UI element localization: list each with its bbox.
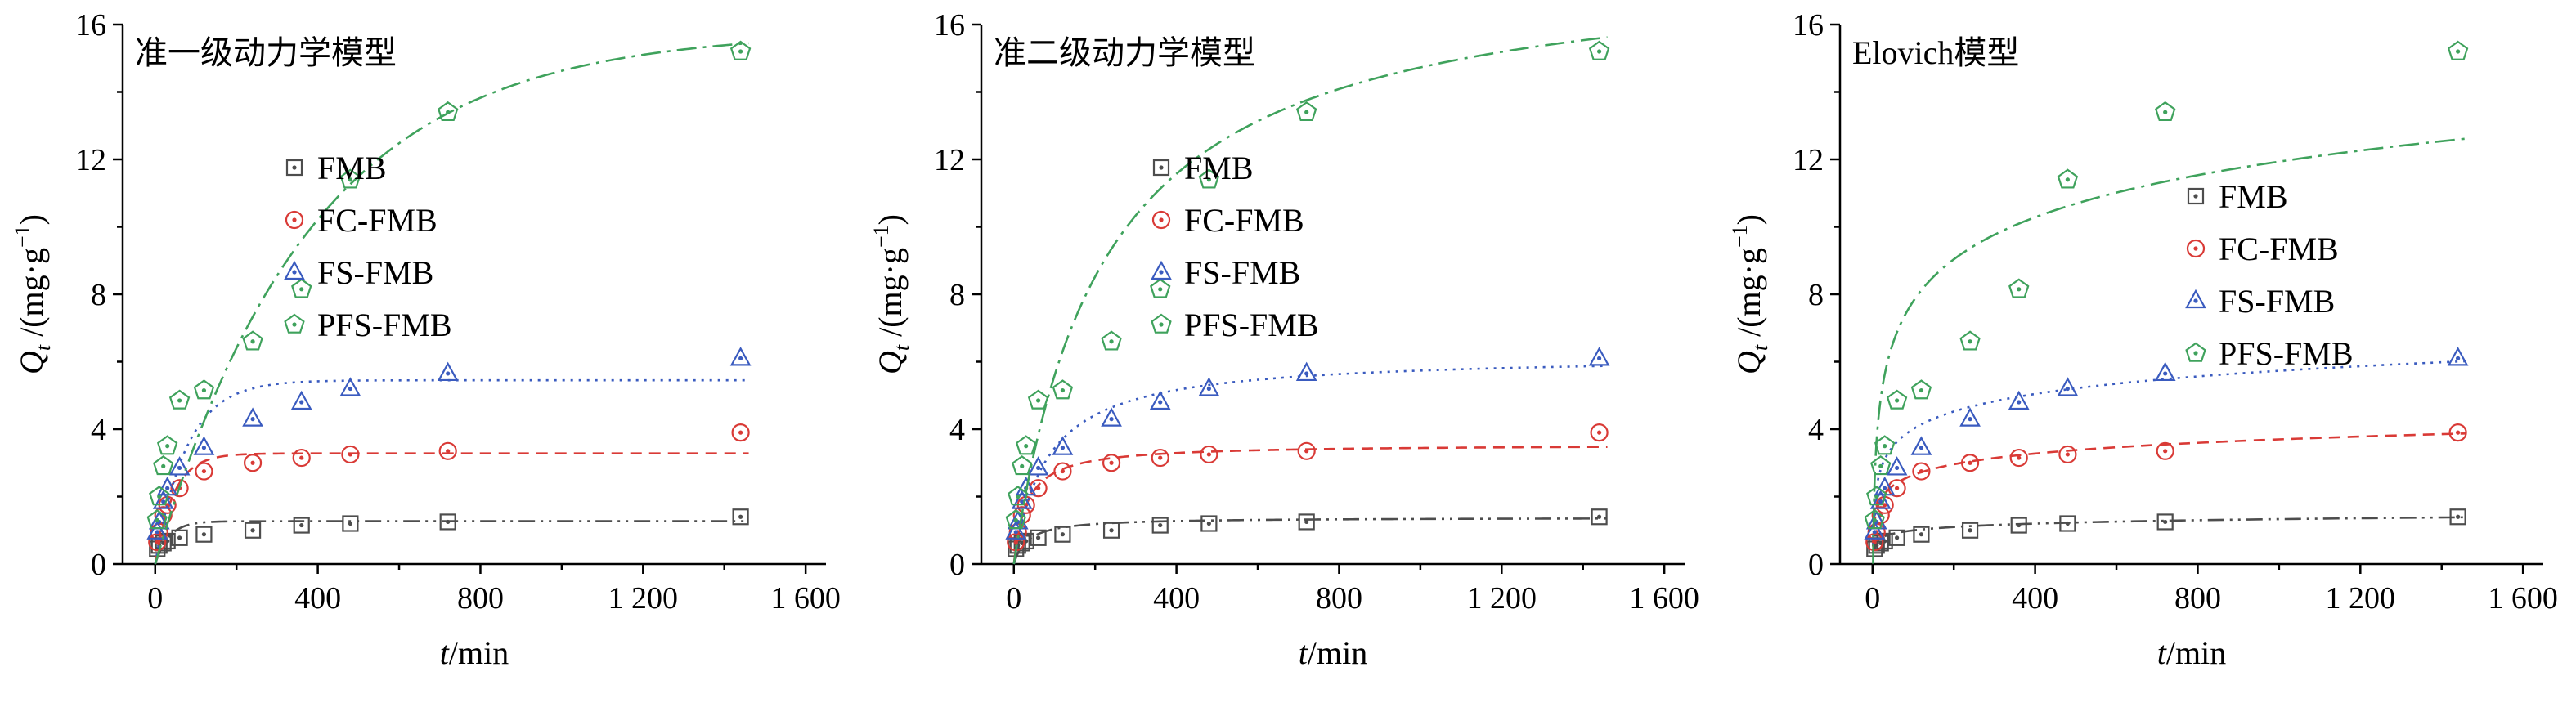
data-points-fs-fmb <box>146 347 752 540</box>
svg-text:0: 0 <box>1865 581 1880 616</box>
legend-label-fmb: FMB <box>1184 150 1254 186</box>
fit-curve-fmb <box>154 520 749 565</box>
legend: FMB FC-FMB FS-FMB PFS-FMB <box>1151 150 1319 343</box>
svg-text:0: 0 <box>147 581 163 616</box>
svg-text:1 600: 1 600 <box>1629 581 1699 616</box>
svg-text:1 600: 1 600 <box>2488 581 2558 616</box>
svg-text:1 200: 1 200 <box>2326 581 2396 616</box>
fit-curve-pfs-fmb <box>1012 36 1608 565</box>
chart-pseudo-first-order-panel: 准一级动力学模型 0 400 800 1 200 1 600 0 4 8 12 16 t/min Qt… <box>0 0 859 699</box>
x-tick-labels: 0 400 800 1 200 1 600 <box>147 581 841 616</box>
axes <box>972 23 1685 574</box>
svg-text:0: 0 <box>949 548 965 582</box>
svg-text:0: 0 <box>1006 581 1021 616</box>
legend: FMB FC-FMB FS-FMB PFS-FMB <box>2185 178 2354 372</box>
legend-label-fs-fmb: FS-FMB <box>2219 283 2335 320</box>
svg-text:400: 400 <box>2012 581 2058 616</box>
svg-text:0: 0 <box>91 548 106 582</box>
fit-curve-fs-fmb <box>154 378 749 565</box>
y-tick-labels: 0 4 8 12 16 <box>1793 8 1824 582</box>
svg-text:4: 4 <box>91 413 106 447</box>
y-tick-labels: 0 4 8 12 16 <box>934 8 965 582</box>
chart-title: 准二级动力学模型 <box>994 34 1255 71</box>
svg-text:1 200: 1 200 <box>608 581 679 616</box>
data-points-pfs-fmb <box>1864 40 2469 530</box>
fit-curve-fs-fmb <box>1871 360 2466 546</box>
svg-text:800: 800 <box>2174 581 2221 616</box>
chart-pseudo-second-order-panel: 准二级动力学模型 0 400 800 1 200 1 600 0 4 8 12 16 t/min Qt… <box>859 0 1717 699</box>
chart-elovich-panel: Elovich模型 0 400 800 1 200 1 600 0 4 8 12 16 t/min Q… <box>1717 0 2576 699</box>
svg-text:4: 4 <box>949 413 965 447</box>
svg-text:400: 400 <box>294 581 341 616</box>
legend-label-fs-fmb: FS-FMB <box>1184 254 1300 291</box>
svg-text:12: 12 <box>1793 143 1824 177</box>
data-points-fmb <box>149 508 749 557</box>
legend-label-pfs-fmb: PFS-FMB <box>2219 335 2354 372</box>
svg-text:800: 800 <box>1316 581 1362 616</box>
x-tick-labels: 0 400 800 1 200 1 600 <box>1006 581 1699 616</box>
x-tick-labels: 0 400 800 1 200 1 600 <box>1865 581 2558 616</box>
data-points-fmb <box>1008 508 1608 557</box>
axes <box>1830 23 2543 574</box>
legend-label-fmb: FMB <box>317 150 387 186</box>
x-axis-label: t/min <box>440 634 509 671</box>
fit-curve-fmb <box>1012 517 1608 565</box>
fit-curve-fc-fmb <box>1012 446 1608 565</box>
svg-text:12: 12 <box>75 143 106 177</box>
legend-label-fc-fmb: FC-FMB <box>1184 202 1304 239</box>
data-points-pfs-fmb <box>1005 40 1610 530</box>
data-points-fc-fmb <box>1007 423 1609 552</box>
svg-text:16: 16 <box>75 8 106 43</box>
fit-curve-fs-fmb <box>1012 365 1608 565</box>
x-axis-label: t/min <box>1299 634 1367 671</box>
data-points-fc-fmb <box>1865 423 2467 552</box>
y-axis-label: Qt /(mg·g−1) <box>11 214 55 374</box>
y-axis-label: Qt /(mg·g−1) <box>1728 214 1772 374</box>
axes <box>113 23 826 574</box>
svg-text:8: 8 <box>91 278 106 312</box>
chart-title: 准一级动力学模型 <box>135 34 397 71</box>
data-points-pfs-fmb <box>146 40 752 530</box>
legend-label-fc-fmb: FC-FMB <box>317 202 438 239</box>
chart-pseudo-second-order: 准二级动力学模型 0 400 800 1 200 1 600 0 4 8 12 16 t/min Qt… <box>869 8 1699 671</box>
svg-text:400: 400 <box>1153 581 1200 616</box>
chart-pseudo-first-order: 准一级动力学模型 0 400 800 1 200 1 600 0 4 8 12 16 t/min Qt… <box>11 8 841 671</box>
legend-label-pfs-fmb: PFS-FMB <box>1184 307 1319 343</box>
svg-text:0: 0 <box>1808 548 1824 582</box>
svg-text:16: 16 <box>1793 8 1824 43</box>
data-points-fmb <box>1866 508 2466 557</box>
svg-text:16: 16 <box>934 8 965 43</box>
fit-curve-pfs-fmb <box>1872 137 2466 564</box>
svg-text:800: 800 <box>457 581 504 616</box>
y-tick-labels: 0 4 8 12 16 <box>75 8 106 582</box>
legend-label-fs-fmb: FS-FMB <box>317 254 433 291</box>
y-axis-label: Qt /(mg·g−1) <box>869 214 913 374</box>
svg-text:1 200: 1 200 <box>1467 581 1537 616</box>
fit-curve-pfs-fmb <box>154 42 749 565</box>
svg-text:4: 4 <box>1808 413 1824 447</box>
fit-curve-fc-fmb <box>154 452 749 565</box>
legend-label-fmb: FMB <box>2219 178 2288 215</box>
svg-text:8: 8 <box>949 278 965 312</box>
svg-text:12: 12 <box>934 143 965 177</box>
data-points-fc-fmb <box>148 423 750 552</box>
legend: FMB FC-FMB FS-FMB PFS-FMB <box>284 150 452 343</box>
chart-elovich: Elovich模型 0 400 800 1 200 1 600 0 4 8 12 16 t/min Q… <box>1728 8 2558 671</box>
svg-text:8: 8 <box>1808 278 1824 312</box>
legend-label-pfs-fmb: PFS-FMB <box>317 307 452 343</box>
svg-text:1 600: 1 600 <box>770 581 841 616</box>
chart-title: Elovich模型 <box>1852 34 2019 71</box>
legend-label-fc-fmb: FC-FMB <box>2219 231 2339 267</box>
x-axis-label: t/min <box>2157 634 2226 671</box>
